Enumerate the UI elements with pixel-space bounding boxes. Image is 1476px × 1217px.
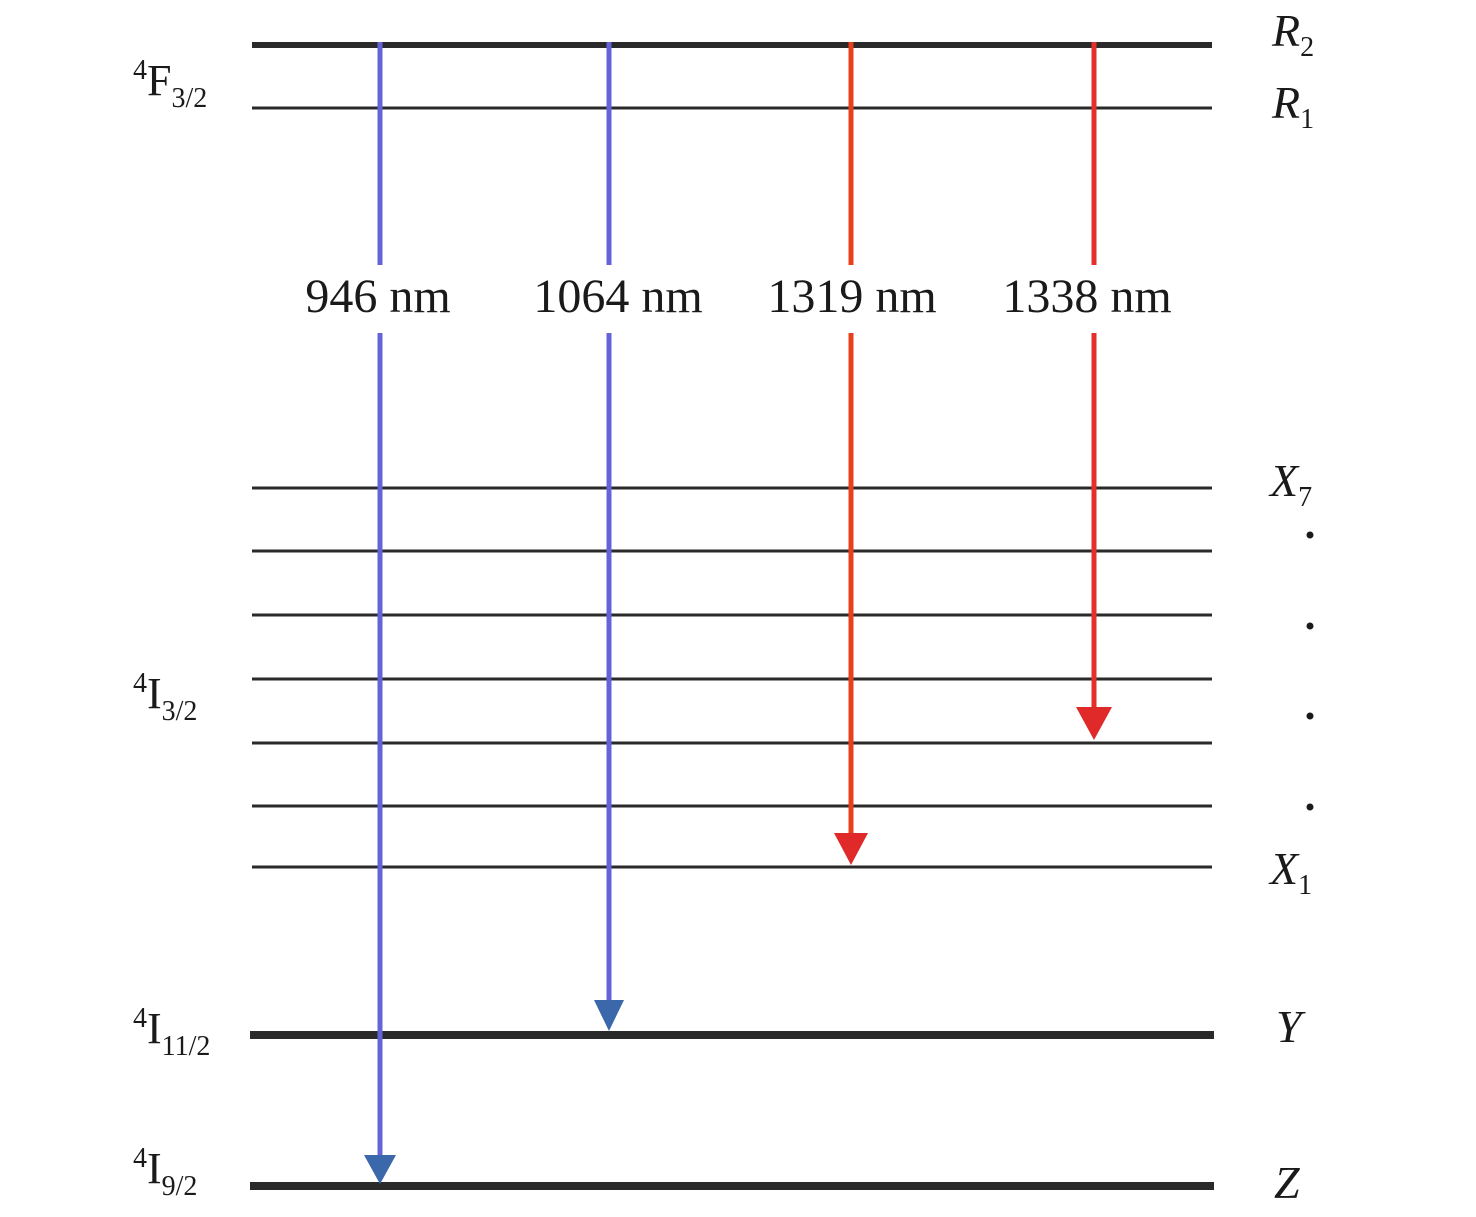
manifold-label: 4I9/2 (133, 1143, 197, 1202)
subscript: 1 (1300, 104, 1314, 135)
ellipsis-dots (1306, 531, 1314, 811)
symbol: R (1271, 5, 1300, 56)
transition-label: 1064 nm (533, 270, 702, 323)
transition-labels: 946 nm 1064 nm 1319 nm 1338 nm (305, 270, 1171, 323)
dot (1306, 622, 1314, 630)
transition-label: 1319 nm (767, 270, 936, 323)
level-lines (250, 42, 1214, 1190)
manifold-label: 4I3/2 (133, 668, 197, 727)
arrow-head (594, 1000, 624, 1031)
symbol: X (1268, 455, 1300, 506)
symbol: R (1271, 77, 1300, 128)
superscript: 4 (133, 55, 147, 86)
level-label: R1 (1271, 77, 1314, 135)
subscript: 3/2 (162, 696, 198, 727)
transition-label: 1338 nm (1002, 270, 1171, 323)
subscript: 11/2 (162, 1031, 211, 1062)
transition-arrows (364, 42, 1112, 1184)
arrow-head (364, 1155, 396, 1184)
arrow-head (1076, 707, 1112, 740)
manifold-label: 4F3/2 (133, 55, 207, 114)
superscript: 4 (133, 668, 147, 699)
level-label: X1 (1268, 843, 1312, 901)
dot (1306, 531, 1314, 539)
arrow-head (834, 833, 868, 865)
level-label: Y (1276, 1001, 1306, 1052)
level-label: X7 (1268, 455, 1312, 513)
symbol: F (147, 56, 171, 105)
subscript: 2 (1300, 32, 1314, 63)
dot (1306, 712, 1314, 720)
level-label: R2 (1271, 5, 1314, 63)
subscript: 9/2 (162, 1171, 198, 1202)
symbol: I (147, 1004, 162, 1053)
subscript: 7 (1298, 482, 1312, 513)
dot (1306, 803, 1314, 811)
symbol: I (147, 669, 162, 718)
subscript: 3/2 (171, 83, 207, 114)
transition-label: 946 nm (305, 270, 450, 323)
level-labels: R2 R1 X7 X1 Y Z (1268, 5, 1314, 1208)
superscript: 4 (133, 1143, 147, 1174)
symbol: I (147, 1144, 162, 1193)
superscript: 4 (133, 1003, 147, 1034)
level-label: Z (1274, 1157, 1300, 1208)
manifold-labels: 4F3/2 4I3/2 4I11/2 4I9/2 (133, 55, 210, 1202)
manifold-label: 4I11/2 (133, 1003, 210, 1062)
subscript: 1 (1298, 870, 1312, 901)
symbol: X (1268, 843, 1300, 894)
